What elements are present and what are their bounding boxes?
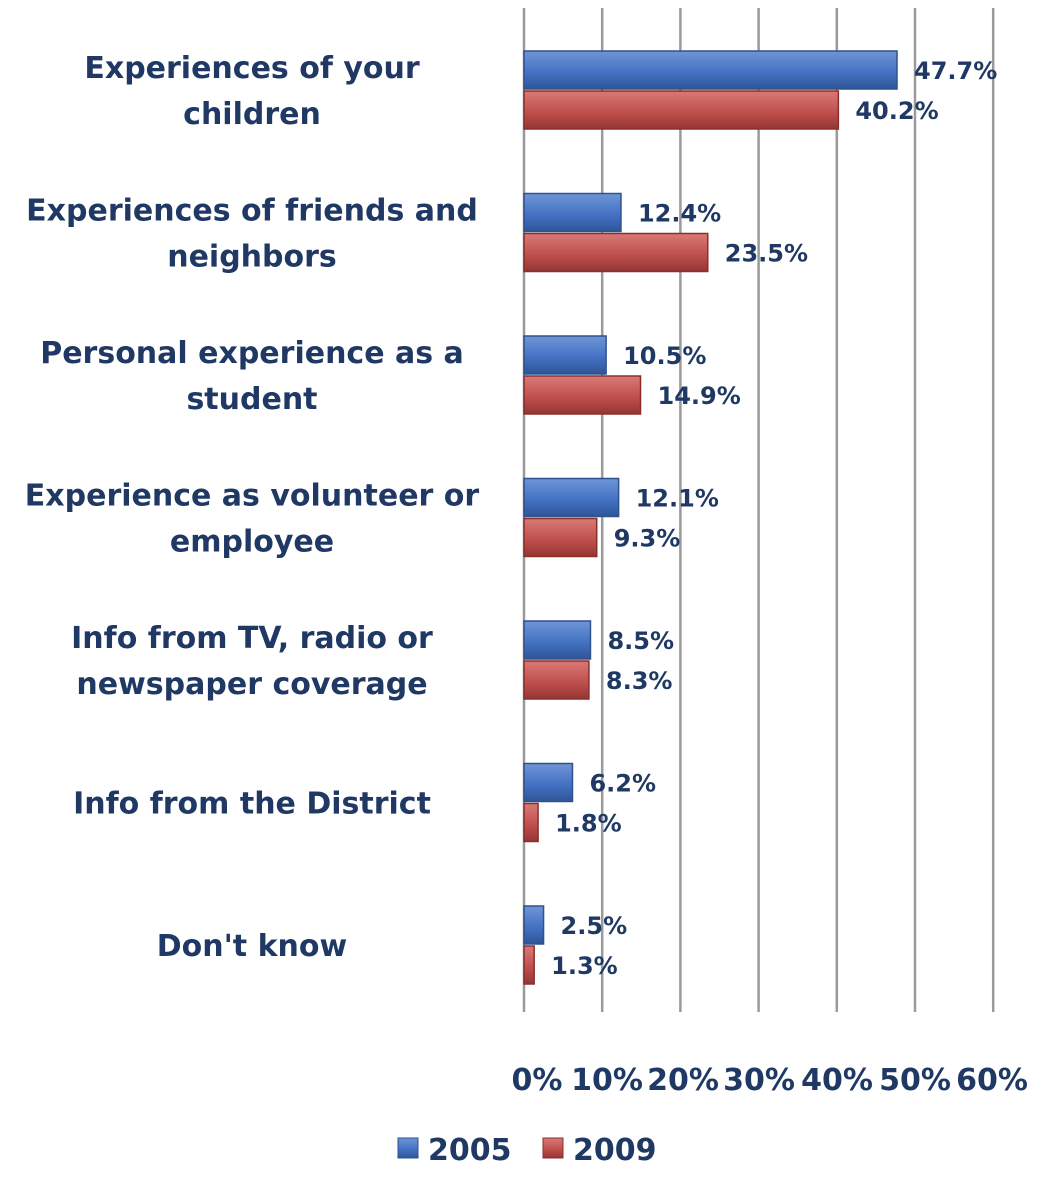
data-label: 40.2% (855, 97, 938, 125)
x-tick-label: 10% (571, 1063, 643, 1098)
data-label: 23.5% (725, 240, 808, 268)
gridlines (522, 8, 995, 1012)
data-label: 12.4% (638, 200, 721, 228)
bar-2005 (523, 762, 574, 803)
legend: 2005 2009 (397, 1133, 657, 1168)
category-label: Info from TV, radio or newspaper coverage (71, 621, 433, 702)
bar-2005 (523, 192, 622, 233)
bar-2005 (523, 905, 545, 945)
data-label: 47.7% (914, 57, 997, 85)
bar-2009 (523, 375, 642, 415)
data-label: 8.5% (607, 627, 674, 655)
bar-2005 (523, 335, 607, 375)
bar-2009 (523, 945, 535, 985)
x-tick-label: 30% (723, 1063, 795, 1098)
bars (523, 50, 898, 985)
bar-2009 (523, 660, 590, 700)
x-axis-ticks: 0% 10% 20% 30% 40% 50% 60% (512, 1063, 1028, 1098)
data-label: 12.1% (636, 485, 719, 513)
data-label: 1.8% (555, 810, 622, 838)
legend-swatch-2005 (397, 1137, 419, 1159)
legend-swatch-2009 (542, 1137, 564, 1159)
legend-label-2009: 2009 (573, 1133, 657, 1168)
bar-2005 (523, 477, 620, 518)
category-labels: Experiences of your children Experiences o… (25, 51, 480, 964)
data-label: 14.9% (658, 382, 741, 410)
data-label: 10.5% (623, 342, 706, 370)
bar-2009 (523, 802, 539, 843)
data-label: 2.5% (561, 912, 628, 940)
category-label: Experiences of your children (84, 51, 420, 132)
x-tick-label: 0% (512, 1063, 563, 1098)
category-label: Experiences of friends and neighbors (26, 194, 478, 275)
x-tick-label: 40% (801, 1063, 873, 1098)
data-label: 1.3% (551, 952, 618, 980)
bar-2005 (523, 50, 898, 90)
bar-2009 (523, 232, 709, 273)
data-label: 6.2% (589, 770, 656, 798)
bar-2009 (523, 90, 840, 130)
bar-2009 (523, 517, 598, 558)
category-label: Experience as volunteer or employee (25, 479, 480, 560)
category-label: Info from the District (73, 787, 431, 822)
legend-label-2005: 2005 (428, 1133, 512, 1168)
value-labels: 47.7% 40.2% 12.4%23.5% 10.5% 14.9% 12.1% 9.3% 8… (551, 57, 997, 980)
data-label: 9.3% (614, 525, 681, 553)
category-label: Personal experience as a student (40, 336, 464, 417)
category-label: Don't know (157, 929, 347, 964)
x-tick-label: 20% (647, 1063, 719, 1098)
x-tick-label: 50% (879, 1063, 951, 1098)
data-label: 8.3% (606, 667, 673, 695)
x-tick-label: 60% (956, 1063, 1028, 1098)
bar-2005 (523, 620, 592, 660)
